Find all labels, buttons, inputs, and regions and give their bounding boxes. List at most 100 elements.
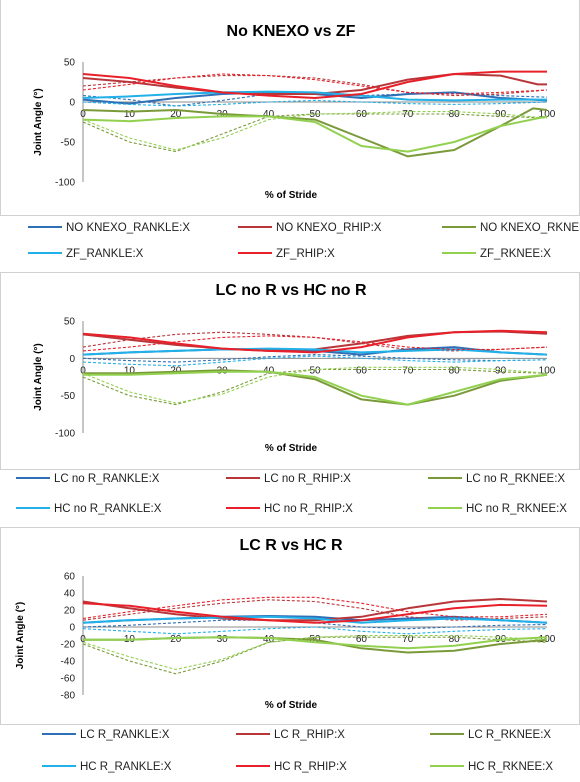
x-tick-label: 60 xyxy=(356,365,368,376)
series-line-7 xyxy=(82,626,548,635)
legend-swatch xyxy=(428,476,462,479)
legend-item: LC no R_RKNEE:X xyxy=(428,473,565,485)
legend-label: LC no R_RKNEE:X xyxy=(466,473,566,485)
x-tick-label: 90 xyxy=(495,109,507,120)
legend-label: NO KNEXO_RHIP:X xyxy=(276,222,382,234)
legend-item: HC R_RHIP:X xyxy=(236,761,347,773)
legend-item: LC R_RHIP:X xyxy=(236,729,345,741)
legend-label: HC no R_RANKLE:X xyxy=(54,503,162,515)
y-tick-label: 50 xyxy=(64,58,76,69)
legend-item: NO KNEXO_RKNEE:X xyxy=(442,222,580,234)
x-tick-label: 100 xyxy=(539,634,556,645)
x-tick-label: 20 xyxy=(170,109,182,120)
x-tick-label: 0 xyxy=(80,109,86,120)
legend-label: LC R_RHIP:X xyxy=(274,729,345,741)
legend-swatch xyxy=(442,225,476,228)
y-axis-label: Joint Angle (°) xyxy=(15,602,26,670)
x-tick-label: 80 xyxy=(449,109,461,120)
chart-title: No KNEXO vs ZF xyxy=(227,23,356,40)
chart-panel-lc-r-vs-hc-r: LC R vs HC R 60 40 20 0 -20 -40 -60 -80 0 10 20 30 40… xyxy=(0,527,580,725)
legend-label: HC no R_RHIP:X xyxy=(264,503,353,515)
legend-swatch xyxy=(238,225,272,228)
legend-swatch xyxy=(28,251,62,254)
x-tick-label: 10 xyxy=(124,365,136,376)
legend-item: HC no R_RHIP:X xyxy=(226,503,353,515)
series-line-8 xyxy=(82,70,547,99)
x-tick-label: 0 xyxy=(80,365,86,376)
legend-item: LC no R_RANKLE:X xyxy=(16,473,159,485)
legend-label: LC R_RANKLE:X xyxy=(80,729,170,741)
series-line-1 xyxy=(82,354,548,363)
series-line-2 xyxy=(82,73,547,95)
chart-panel-no-knexo-vs-zf: No KNEXO vs ZF 50 0 -50 -100 0 10 20 30 40 50 60 70 8… xyxy=(0,0,580,216)
series-line-8 xyxy=(82,329,548,354)
y-tick-label: -50 xyxy=(61,138,76,149)
y-tick-label: 50 xyxy=(64,317,76,328)
series-line-6 xyxy=(82,90,547,102)
legend-item: LC R_RANKLE:X xyxy=(42,729,169,741)
series-line-4 xyxy=(82,107,548,158)
series-line-6 xyxy=(82,615,548,624)
y-tick-label: -80 xyxy=(61,691,76,702)
x-tick-label: 30 xyxy=(217,634,229,645)
x-tick-label: 60 xyxy=(356,634,368,645)
x-tick-label: 70 xyxy=(402,634,414,645)
legend-item: ZF_RKNEE:X xyxy=(442,248,551,260)
series-line-11 xyxy=(82,111,548,151)
series-line-10 xyxy=(83,370,548,406)
x-tick-label: 100 xyxy=(539,365,556,376)
series-line-5 xyxy=(82,113,548,153)
legend-item: NO KNEXO_RHIP:X xyxy=(238,222,381,234)
series-line-4 xyxy=(83,369,548,406)
legend-label: HC no R_RKNEE:X xyxy=(466,503,567,515)
legend-item: ZF_RANKLE:X xyxy=(28,248,143,260)
chart-title: LC R vs HC R xyxy=(239,537,343,554)
legend-item: ZF_RHIP:X xyxy=(238,248,335,260)
legend-item: HC R_RANKLE:X xyxy=(42,761,171,773)
y-tick-label: -100 xyxy=(55,429,75,440)
legend-label: HC R_RKNEE:X xyxy=(468,761,553,773)
y-tick-label: 20 xyxy=(64,606,76,617)
legend-label: NO KNEXO_RANKLE:X xyxy=(66,222,190,234)
x-axis-label: % of Stride xyxy=(265,443,318,454)
series-line-9 xyxy=(82,335,548,352)
legend-swatch xyxy=(28,225,62,228)
x-tick-label: 10 xyxy=(124,109,136,120)
y-axis-label: Joint Angle (°) xyxy=(33,88,44,156)
y-tick-label: 40 xyxy=(64,589,76,600)
legend-swatch xyxy=(16,476,50,479)
legend-no-knexo-vs-zf: NO KNEXO_RANKLE:X NO KNEXO_RHIP:X NO KNEXO… xyxy=(0,222,580,270)
x-axis-label: % of Stride xyxy=(265,700,318,711)
legend-label: LC no R_RANKLE:X xyxy=(54,473,160,485)
series-line-3 xyxy=(82,75,548,97)
series-line-6 xyxy=(82,347,548,356)
x-tick-label: 50 xyxy=(309,365,321,376)
legend-swatch xyxy=(42,764,76,767)
legend-swatch xyxy=(16,506,50,509)
y-tick-label: -50 xyxy=(61,391,76,402)
x-tick-label: 100 xyxy=(539,109,556,120)
series-line-7 xyxy=(82,355,548,367)
y-tick-label: -40 xyxy=(61,657,76,668)
series-line-10 xyxy=(82,115,548,153)
series-line-10 xyxy=(83,636,548,650)
legend-item: HC R_RKNEE:X xyxy=(430,761,553,773)
legend-item: NO KNEXO_RANKLE:X xyxy=(28,222,190,234)
chart-title: LC no R vs HC no R xyxy=(215,282,367,299)
x-tick-label: 90 xyxy=(495,365,507,376)
y-tick-label: -20 xyxy=(61,640,76,651)
legend-swatch xyxy=(236,764,270,767)
y-tick-label: 60 xyxy=(64,572,76,583)
legend-item: LC R_RKNEE:X xyxy=(430,729,551,741)
y-axis-label: Joint Angle (°) xyxy=(33,343,44,411)
legend-item: HC no R_RKNEE:X xyxy=(428,503,567,515)
x-tick-label: 80 xyxy=(449,365,461,376)
legend-swatch xyxy=(226,506,260,509)
legend-item: HC no R_RANKLE:X xyxy=(16,503,161,515)
legend-label: HC R_RHIP:X xyxy=(274,761,347,773)
x-tick-label: 40 xyxy=(263,634,275,645)
legend-lc-no-r-vs-hc-no-r: LC no R_RANKLE:X LC no R_RHIP:X LC no R_RK… xyxy=(0,473,580,525)
x-tick-label: 70 xyxy=(402,365,414,376)
legend-label: ZF_RHIP:X xyxy=(276,248,335,260)
